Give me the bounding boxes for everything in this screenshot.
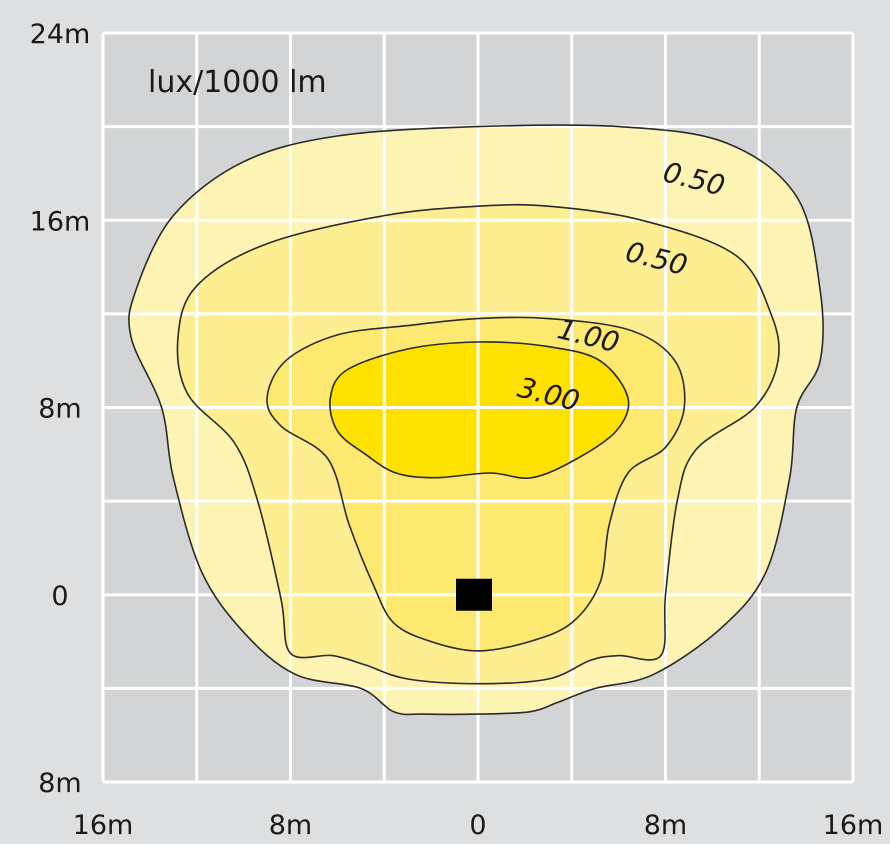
unit-label: lux/1000 lm xyxy=(148,65,327,100)
contour-line-0 xyxy=(128,124,824,716)
contour-line-1 xyxy=(176,203,780,685)
contour-line-3 xyxy=(329,341,630,479)
x-tick-label: 0 xyxy=(469,810,486,841)
contour-line-layer xyxy=(128,124,824,716)
x-tick-label: 8m xyxy=(269,810,312,841)
y-tick-label: 8m xyxy=(38,394,81,425)
x-tick-label: 16m xyxy=(73,810,134,841)
luminaire-marker xyxy=(456,578,492,611)
x-tick-label: 16m xyxy=(823,810,884,841)
y-tick-label: 16m xyxy=(30,206,91,237)
y-tick-label: 24m xyxy=(30,19,91,50)
y-tick-label: 8m xyxy=(38,768,81,799)
tick-label-layer: 16m 8m 0 8m 16m 8m 0 8m 16m 24m xyxy=(30,19,884,841)
x-tick-label: 8m xyxy=(644,810,687,841)
grid-layer xyxy=(101,31,855,784)
y-tick-label: 0 xyxy=(51,581,68,612)
contour-line-2 xyxy=(266,316,686,652)
